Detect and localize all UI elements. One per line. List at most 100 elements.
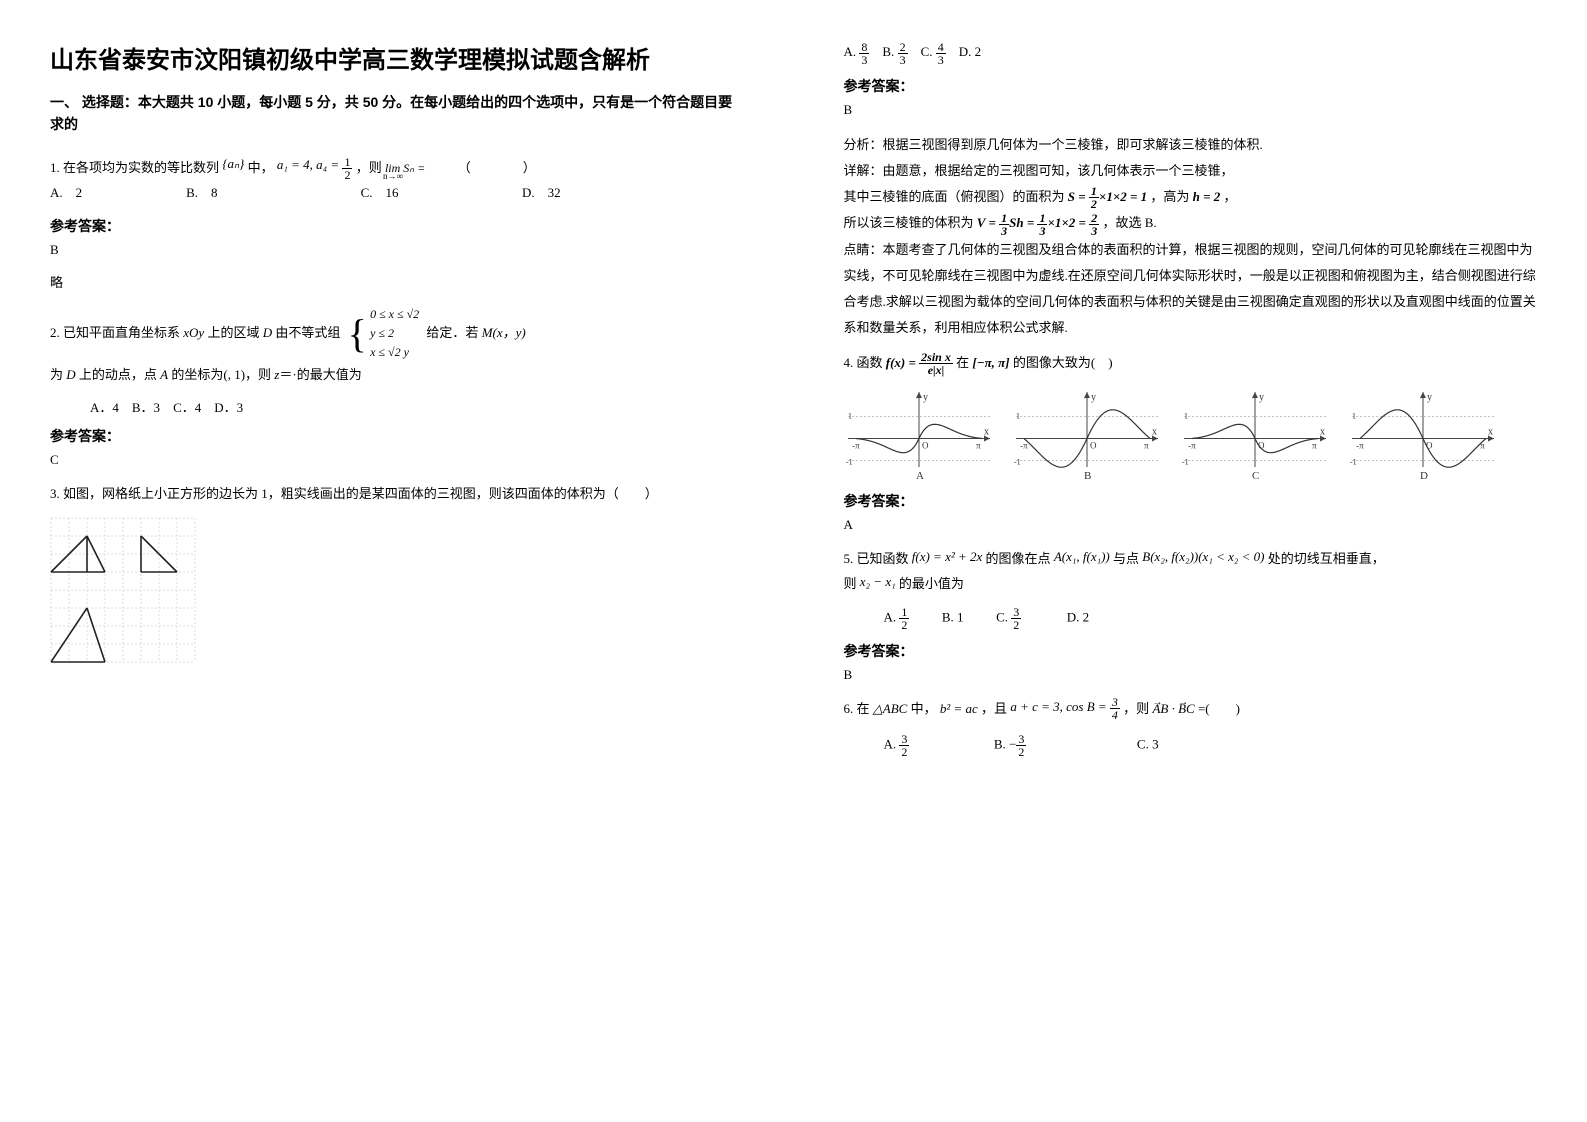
q6-tri: △ABC — [873, 701, 908, 716]
q6-text-d: ，则 — [1123, 701, 1149, 716]
q1-answer-label: 参考答案： — [50, 216, 744, 236]
q3-answer-label: 参考答案： — [844, 76, 1538, 96]
q1-note: 略 — [50, 272, 744, 291]
svg-text:π: π — [976, 441, 981, 451]
q6-text-a: 6. 在 — [844, 701, 870, 716]
svg-text:-π: -π — [1188, 441, 1196, 451]
q5-text-e: 则 — [844, 576, 857, 591]
q1-blank: （ ） — [458, 160, 536, 175]
q4-graphs: yxO-ππ1-1A yxO-ππ1-1B yxO-ππ1-1C yxO-ππ1… — [844, 386, 1538, 481]
right-column: A. 83 B. 23 C. 43 D. 2 参考答案： B 分析：根据三视图得… — [794, 0, 1587, 1122]
svg-text:1: 1 — [848, 412, 852, 421]
svg-text:C: C — [1252, 470, 1259, 481]
q5-text-f: 的最小值为 — [899, 576, 964, 591]
q5-optA-pre: A. — [884, 610, 900, 625]
q2-text-b: 上的区域 — [204, 325, 263, 340]
svg-text:O: O — [922, 441, 929, 451]
svg-text:x: x — [1488, 427, 1493, 438]
q4-text-b: 在 — [956, 355, 969, 370]
q5-answer-label: 参考答案： — [844, 641, 1538, 661]
q2-xoy: xOy — [183, 325, 204, 340]
question-1: 1. 在各项均为实数的等比数列 {aₙ} 中， a₁ = 4, a₄ = 12 … — [50, 156, 744, 206]
q3-optD-pre: D. — [959, 44, 975, 59]
q2-M: M(x，y) — [482, 325, 526, 340]
q5-ptA: A(x₁, f(x₁)) — [1054, 549, 1110, 564]
q4-graph-C: yxO-ππ1-1C — [1180, 386, 1330, 481]
q2-optC: C．4 — [173, 400, 201, 415]
q1-lim: lim Sₙ = n→∞ — [385, 156, 425, 181]
q2-A: A — [160, 367, 168, 382]
q3-optD: 2 — [975, 44, 982, 59]
q2-text-a: 2. 已知平面直角坐标系 — [50, 325, 183, 340]
q6-text-e: =( ) — [1198, 701, 1240, 716]
question-6: 6. 在 △ABC 中， b² = ac ，且 a + c = 3, cos B… — [844, 697, 1538, 723]
q5-text-c: 与点 — [1113, 551, 1139, 566]
q5-options: A. 12 B. 1 C. 32 D. 2 — [884, 606, 1538, 631]
q2-answer-label: 参考答案： — [50, 426, 744, 446]
q6-optB-neg: − — [1009, 736, 1016, 751]
svg-text:-1: -1 — [1014, 458, 1021, 467]
q4-answer: A — [844, 517, 1538, 533]
question-5: 5. 已知函数 f(x) = x² + 2x 的图像在点 A(x₁, f(x₁)… — [844, 547, 1538, 596]
q2-text-h: ＝·的最大值为 — [279, 367, 361, 382]
q2-text-d: 给定．若 — [426, 325, 481, 340]
q2-optA: A．4 — [90, 400, 119, 415]
q2-text-f: 上的动点，点 — [76, 367, 161, 382]
q3-explain: 分析：根据三视图得到原几何体为一个三棱锥，即可求解该三棱锥的体积. 详解：由题意… — [844, 132, 1538, 341]
q1-text-b: 中， — [248, 160, 274, 175]
q2-text-c: 由不等式组 — [272, 325, 340, 340]
q2-system: { 0 ≤ x ≤ √2 y ≤ 2 x ≤ √2 y — [348, 305, 420, 363]
q3-options: A. 83 B. 23 C. 43 D. 2 — [844, 40, 1538, 66]
svg-text:y: y — [923, 392, 928, 403]
svg-text:π: π — [1144, 441, 1149, 451]
svg-text:x: x — [1320, 427, 1325, 438]
q3-optC-pre: C. — [921, 44, 936, 59]
q3-optB-pre: B. — [882, 44, 897, 59]
section-intro: 一、 选择题：本大题共 10 小题，每小题 5 分，共 50 分。在每小题给出的… — [50, 91, 744, 136]
q5-ptB: B(x₂, f(x₂))(x₁ < x₂ < 0) — [1142, 549, 1264, 564]
svg-text:x: x — [1152, 427, 1157, 438]
q4-text-a: 4. 函数 — [844, 355, 886, 370]
svg-text:-1: -1 — [1350, 458, 1357, 467]
svg-text:1: 1 — [1016, 412, 1020, 421]
q6-cond1: b² = ac — [940, 701, 978, 716]
q2-optD: D．3 — [214, 400, 243, 415]
q6-optB-frac: 32 — [1016, 733, 1026, 758]
left-column: 山东省泰安市汶阳镇初级中学高三数学理模拟试题含解析 一、 选择题：本大题共 10… — [0, 0, 794, 1122]
q1-text-c: ，则 — [356, 160, 382, 175]
q1-optB: B. 8 — [186, 185, 217, 200]
q2-answer: C — [50, 452, 744, 468]
q3-exp4: 所以该三棱锥的体积为 V = 13Sh = 13×1×2 = 23 ，故选 B. — [844, 210, 1538, 237]
q6-cond2: a + c = 3, cos B = 34 — [1010, 699, 1120, 714]
q1-optA: A. 2 — [50, 185, 82, 200]
q3-exp5: 点睛：本题考查了几何体的三视图及组合体的表面积的计算，根据三视图的规则，空间几何… — [844, 237, 1538, 341]
q3-optA-pre: A. — [844, 44, 860, 59]
q3-exp3: 其中三棱锥的底面（俯视图）的面积为 S = 12×1×2 = 1 ，高为 h =… — [844, 184, 1538, 211]
q5-optC-pre: C. — [996, 610, 1011, 625]
q6-optA-pre: A. — [884, 736, 900, 751]
q2-optB: B．3 — [132, 400, 160, 415]
svg-text:π: π — [1312, 441, 1317, 451]
q2-text-e: 为 — [50, 367, 66, 382]
q1-cond: a₁ = 4, a₄ = — [277, 157, 343, 172]
q6-optC: C. 3 — [1137, 736, 1159, 751]
q3-answer: B — [844, 102, 1538, 118]
svg-text:y: y — [1259, 392, 1264, 403]
q4-text-c: 的图像大致为( ) — [1013, 355, 1113, 370]
svg-text:-π: -π — [852, 441, 860, 451]
q3-s-formula: S = 12×1×2 = 1 — [1068, 189, 1147, 204]
q5-text-a: 5. 已知函数 — [844, 551, 909, 566]
question-2: 2. 已知平面直角坐标系 xOy 上的区域 D 由不等式组 { 0 ≤ x ≤ … — [50, 305, 744, 387]
q3-optB-frac: 23 — [898, 41, 908, 66]
question-3: 3. 如图，网格纸上小正方形的边长为 1，粗实线画出的是某四面体的三视图，则该四… — [50, 482, 744, 507]
q1-optC: C. 16 — [361, 185, 399, 200]
svg-text:-1: -1 — [846, 458, 853, 467]
q3-optC-frac: 43 — [936, 41, 946, 66]
svg-text:-π: -π — [1356, 441, 1364, 451]
q1-optD: D. 32 — [522, 185, 561, 200]
page-title: 山东省泰安市汶阳镇初级中学高三数学理模拟试题含解析 — [50, 40, 744, 75]
three-view-grid — [50, 517, 196, 663]
q4-interval: [−π, π] — [972, 355, 1009, 370]
q5-optB: B. 1 — [942, 610, 964, 625]
q6-optA-frac: 32 — [899, 733, 909, 758]
